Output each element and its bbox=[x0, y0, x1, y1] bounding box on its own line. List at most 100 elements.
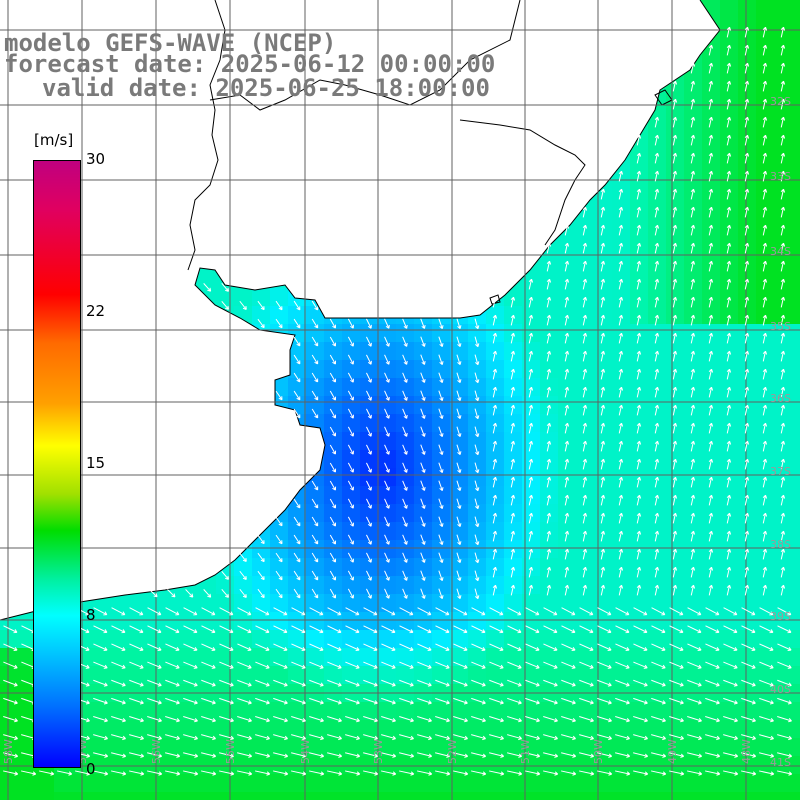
wind-arrow bbox=[636, 386, 642, 398]
wind-arrow bbox=[327, 661, 342, 669]
wind-arrow bbox=[618, 584, 624, 596]
wind-arrow bbox=[273, 770, 289, 776]
wind-arrow bbox=[528, 314, 534, 326]
colorbar-tick-label: 8 bbox=[86, 606, 96, 624]
wind-arrow bbox=[780, 440, 786, 452]
wind-arrow bbox=[687, 607, 702, 616]
wind-arrow bbox=[237, 752, 253, 758]
wind-arrow bbox=[744, 134, 750, 146]
wind-arrow bbox=[600, 278, 606, 290]
wind-arrow bbox=[471, 770, 487, 776]
wind-arrow bbox=[420, 534, 426, 545]
wind-arrow bbox=[762, 566, 768, 578]
wind-arrow bbox=[474, 534, 480, 546]
wind-arrow bbox=[129, 661, 144, 669]
wind-arrow bbox=[546, 584, 552, 596]
wind-arrow bbox=[690, 440, 696, 452]
wind-arrow bbox=[347, 336, 354, 347]
wind-arrow bbox=[600, 368, 606, 380]
wind-arrow bbox=[672, 98, 678, 110]
wind-arrow bbox=[3, 752, 19, 758]
wind-arrow bbox=[347, 570, 354, 581]
wind-arrow bbox=[759, 752, 775, 758]
wind-arrow bbox=[654, 116, 660, 128]
wind-arrow bbox=[780, 422, 786, 434]
wind-arrow bbox=[347, 498, 354, 509]
wind-arrow bbox=[219, 661, 234, 669]
wind-arrow bbox=[420, 336, 426, 347]
wind-arrow bbox=[528, 386, 534, 398]
wind-arrow bbox=[777, 716, 792, 723]
wind-arrow bbox=[690, 260, 696, 272]
wind-arrow bbox=[438, 354, 444, 365]
wind-arrow bbox=[347, 462, 354, 473]
wind-arrow bbox=[744, 494, 750, 506]
wind-arrow bbox=[636, 548, 642, 560]
wind-arrow bbox=[633, 679, 648, 687]
wind-arrow bbox=[579, 752, 595, 758]
wind-arrow bbox=[384, 318, 390, 329]
wind-arrow bbox=[453, 734, 468, 741]
wind-arrow bbox=[363, 607, 378, 616]
wind-arrow bbox=[528, 422, 534, 434]
wind-arrow bbox=[579, 716, 594, 723]
wind-arrow bbox=[615, 697, 630, 705]
wind-arrow bbox=[726, 422, 732, 434]
wind-arrow bbox=[366, 588, 372, 599]
wind-arrow bbox=[129, 607, 144, 616]
wind-arrow bbox=[471, 661, 486, 669]
wind-arrow bbox=[582, 548, 588, 560]
wind-arrow bbox=[777, 661, 792, 669]
wind-arrow bbox=[384, 462, 390, 473]
wind-arrow bbox=[363, 716, 378, 723]
wind-arrow bbox=[726, 296, 732, 308]
wind-arrow bbox=[366, 426, 372, 437]
wind-arrow bbox=[723, 697, 738, 705]
wind-arrow bbox=[384, 570, 390, 581]
wind-arrow bbox=[147, 643, 162, 652]
wind-arrow bbox=[654, 206, 660, 218]
wind-arrow bbox=[633, 661, 648, 669]
wind-arrow bbox=[417, 679, 432, 687]
wind-arrow bbox=[399, 661, 414, 669]
wind-arrow bbox=[381, 643, 396, 652]
wind-arrow bbox=[167, 589, 176, 598]
wind-arrow bbox=[381, 716, 396, 723]
wind-arrow bbox=[435, 679, 450, 687]
wind-arrow bbox=[528, 494, 534, 506]
wind-arrow bbox=[762, 170, 768, 182]
wind-arrow bbox=[435, 661, 450, 669]
wind-arrow bbox=[255, 697, 270, 705]
wind-arrow bbox=[708, 296, 714, 308]
wind-arrow bbox=[147, 625, 162, 634]
wind-arrow bbox=[672, 134, 678, 146]
wind-arrow bbox=[438, 516, 444, 527]
wind-arrow bbox=[420, 318, 426, 329]
colorbar-unit-label: [m/s] bbox=[34, 131, 74, 149]
wind-arrow bbox=[546, 332, 552, 344]
wind-arrow bbox=[564, 512, 570, 524]
wind-arrow bbox=[744, 98, 750, 110]
wind-arrow bbox=[329, 354, 337, 365]
wind-arrow bbox=[420, 462, 426, 473]
wind-arrow bbox=[366, 318, 372, 329]
wind-arrow bbox=[654, 170, 660, 182]
wind-arrow bbox=[690, 170, 696, 182]
wind-arrow bbox=[618, 530, 624, 542]
wind-arrow bbox=[239, 570, 247, 580]
wind-arrow bbox=[474, 570, 480, 582]
wind-arrow bbox=[293, 372, 301, 383]
wind-arrow bbox=[275, 300, 283, 311]
wind-arrow bbox=[492, 404, 498, 416]
wind-arrow bbox=[291, 661, 306, 669]
wind-arrow bbox=[615, 734, 630, 741]
wind-arrow bbox=[510, 368, 516, 380]
wind-arrow bbox=[654, 152, 660, 164]
wind-arrow bbox=[420, 552, 426, 563]
wind-arrow bbox=[510, 494, 516, 506]
wind-arrow bbox=[219, 734, 234, 741]
wind-arrow bbox=[311, 336, 319, 347]
wind-arrow bbox=[420, 426, 426, 437]
wind-arrow bbox=[672, 206, 678, 218]
wind-arrow bbox=[741, 752, 757, 758]
